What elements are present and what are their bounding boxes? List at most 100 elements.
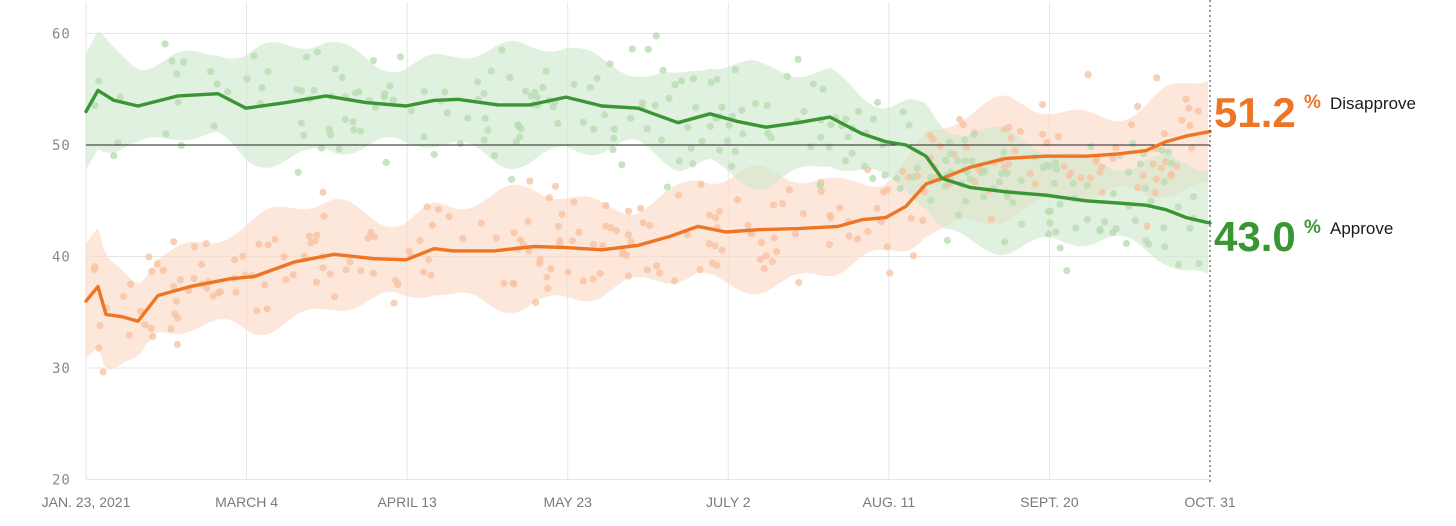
approve-poll-dot: [707, 79, 715, 87]
disapprove-poll-dot: [757, 238, 766, 247]
approve-poll-dot: [325, 125, 333, 133]
approve-poll-dot: [1046, 162, 1054, 170]
disapprove-poll-dot: [405, 247, 413, 255]
approve-poll-dot: [243, 75, 251, 83]
disapprove-poll-dot: [1086, 174, 1094, 182]
approve-poll-dot: [962, 197, 970, 205]
disapprove-poll-dot: [232, 288, 240, 296]
x-tick-label: OCT. 31: [1184, 494, 1236, 510]
disapprove-poll-dot: [568, 237, 577, 245]
approve-poll-dot: [1050, 180, 1058, 188]
approve-poll-dot: [764, 129, 772, 137]
disapprove-poll-dot: [1153, 74, 1161, 82]
disapprove-poll-dot: [524, 217, 532, 226]
approve-poll-dot: [590, 125, 598, 133]
disapprove-poll-dot: [171, 310, 179, 318]
x-tick-label: AUG. 11: [863, 494, 916, 510]
approve-poll-dot: [738, 106, 746, 114]
disapprove-poll-dot: [331, 293, 339, 301]
approve-poll-dot: [554, 119, 562, 127]
disapprove-poll-dot: [1134, 183, 1142, 191]
disapprove-poll-dot: [1026, 170, 1034, 178]
disapprove-poll-dot: [477, 219, 485, 227]
disapprove-poll-dot: [120, 292, 128, 301]
approve-poll-dot: [1009, 198, 1017, 206]
approve-poll-dot: [980, 193, 988, 201]
approve-poll-dot: [420, 88, 428, 96]
approve-poll-dot: [899, 108, 907, 116]
approve-poll-dot: [955, 211, 963, 219]
y-tick-label: 40: [52, 250, 71, 266]
approve-poll-dot: [998, 169, 1006, 177]
disapprove-poll-dot: [929, 135, 937, 143]
approve-poll-dot: [713, 75, 721, 83]
disapprove-poll-dot: [1001, 125, 1009, 133]
disapprove-poll-dot: [956, 115, 964, 124]
disapprove-poll-dot: [176, 276, 184, 284]
approve-poll-dot: [341, 115, 349, 123]
approve-poll-dot: [300, 131, 308, 139]
approve-poll-dot: [1186, 224, 1194, 232]
poll-dots: [90, 32, 1203, 376]
disapprove-poll-dot: [779, 200, 787, 208]
approve-poll-dot: [1101, 218, 1109, 226]
disapprove-poll-dot: [1186, 121, 1194, 130]
disapprove-poll-dot: [795, 278, 803, 287]
approve-poll-dot: [718, 103, 726, 111]
disapprove-poll-dot: [683, 231, 692, 239]
approve-poll-dot: [1000, 148, 1008, 156]
disapprove-poll-dot: [715, 207, 724, 216]
disapprove-poll-dot: [197, 260, 206, 268]
approve-poll-dot: [224, 88, 232, 96]
approve-poll-dot: [396, 53, 404, 61]
approve-poll-dot: [848, 149, 856, 157]
disapprove-poll-dot: [696, 266, 704, 274]
disapprove-poll-dot: [153, 260, 161, 268]
approve-poll-dot: [1063, 267, 1071, 275]
approve-poll-dot: [941, 182, 949, 190]
disapprove-poll-dot: [280, 253, 288, 261]
approve-poll-dot: [657, 136, 666, 144]
approve-poll-dot: [487, 67, 495, 75]
approve-poll-dot: [527, 92, 535, 100]
approve-poll-dot: [338, 73, 346, 81]
disapprove-poll-dot: [1162, 158, 1170, 166]
approve-poll-dot: [618, 161, 626, 169]
approve-poll-dot: [357, 127, 365, 135]
approve-poll-dot: [430, 150, 438, 158]
approve-poll-dot: [842, 115, 850, 123]
approve-poll-dot: [706, 122, 714, 130]
disapprove-poll-dot: [785, 186, 793, 194]
approve-poll-dot: [610, 125, 618, 133]
x-tick-label: APRIL 13: [377, 494, 437, 510]
disapprove-poll-dot: [596, 269, 604, 278]
disapprove-poll-dot: [96, 321, 104, 330]
approve-poll-dot: [456, 139, 464, 147]
disapprove-poll-dot: [570, 198, 578, 206]
x-tick-label: JULY 2: [706, 494, 751, 510]
disapprove-poll-dot: [627, 238, 635, 246]
approve-poll-dot: [913, 164, 922, 172]
disapprove-poll-dot: [1151, 189, 1159, 197]
disapprove-poll-dot: [149, 332, 157, 341]
disapprove-poll-dot: [612, 227, 621, 235]
disapprove-poll-dot: [713, 261, 721, 269]
y-tick-label: 50: [52, 138, 71, 154]
approve-poll-dot: [1129, 140, 1137, 148]
disapprove-poll-dot: [346, 258, 354, 266]
approve-poll-dot: [542, 67, 550, 75]
approve-poll-dot: [1083, 181, 1091, 189]
disapprove-poll-dot: [907, 214, 915, 222]
disapprove-poll-dot: [170, 238, 178, 246]
disapprove-poll-dot: [127, 280, 135, 288]
approve-poll-dot: [643, 125, 651, 133]
approve-poll-dot: [807, 143, 815, 151]
approve-poll-dot: [474, 78, 482, 86]
approve-poll-dot: [180, 58, 188, 66]
disapprove-poll-dot: [697, 180, 705, 188]
disapprove-poll-dot: [653, 262, 661, 270]
approve-poll-dot: [386, 82, 394, 90]
approve-poll-dot: [794, 55, 802, 63]
disapprove-poll-dot: [1077, 174, 1085, 182]
disapprove-poll-dot: [646, 221, 654, 229]
